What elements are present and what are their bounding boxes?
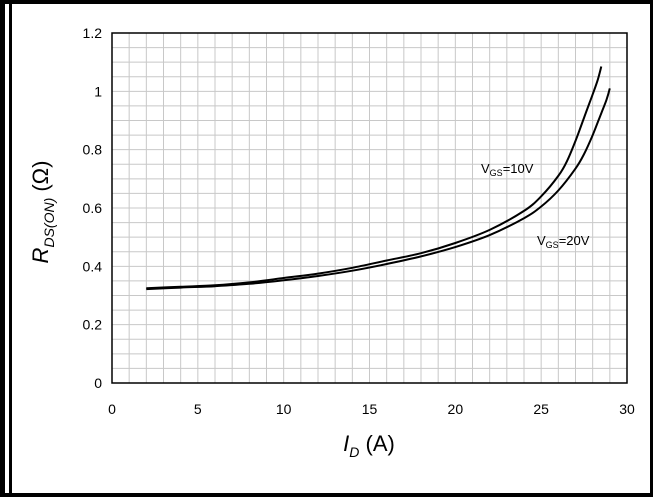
y-tick-label: 0.4	[83, 258, 103, 274]
frame-right-border	[650, 0, 653, 497]
series-label-vgs20: VGS=20V	[537, 233, 590, 250]
series-label-vgs20-main: V	[537, 233, 546, 248]
y-tick-label: 1	[94, 83, 102, 99]
y-tick-label: 0	[94, 375, 102, 391]
x-tick-label: 20	[448, 401, 464, 417]
series-label-vgs10: VGS=10V	[481, 161, 534, 178]
series-line-vgs10	[146, 66, 603, 290]
series-label-vgs10-main: V	[481, 161, 490, 176]
y-tick-label: 0.2	[83, 317, 103, 333]
x-tick-label: 30	[619, 401, 635, 417]
y-tick-label: 0.8	[83, 142, 103, 158]
y-axis-title-sub: DS(ON)	[41, 198, 57, 248]
y-axis-title-unit: (Ω)	[28, 161, 53, 198]
frame-top-border	[0, 0, 653, 4]
x-axis-title-unit: (A)	[359, 431, 394, 456]
x-axis-title-sub: D	[349, 444, 359, 460]
frame-left-inner-border	[9, 0, 12, 497]
x-tick-labels: 0 5 10 15 20 25 30	[108, 401, 635, 417]
frame-bottom-border	[0, 493, 653, 497]
x-tick-label: 0	[108, 401, 116, 417]
series-line-vgs20	[146, 88, 611, 291]
series-label-vgs10-rest: =10V	[503, 161, 534, 176]
y-axis-title: RDS(ON) (Ω)	[28, 161, 57, 264]
y-tick-label: 1.2	[83, 25, 103, 41]
frame-left-border	[0, 0, 5, 497]
data-series	[146, 66, 611, 291]
x-tick-label: 15	[362, 401, 378, 417]
x-tick-label: 25	[533, 401, 549, 417]
series-label-vgs10-sub: GS	[490, 168, 503, 178]
series-label-vgs20-rest: =20V	[559, 233, 590, 248]
x-axis-title-main: I	[343, 431, 349, 456]
x-tick-label: 10	[276, 401, 292, 417]
x-axis-title: ID (A)	[343, 431, 395, 460]
series-label-vgs20-sub: GS	[546, 240, 559, 250]
y-axis-title-main: R	[28, 247, 53, 263]
y-tick-labels: 0 0.2 0.4 0.6 0.8 1 1.2	[83, 25, 103, 391]
plot-area-border	[111, 32, 628, 384]
y-tick-label: 0.6	[83, 200, 103, 216]
grid-lines	[112, 33, 627, 383]
x-tick-label: 5	[194, 401, 202, 417]
